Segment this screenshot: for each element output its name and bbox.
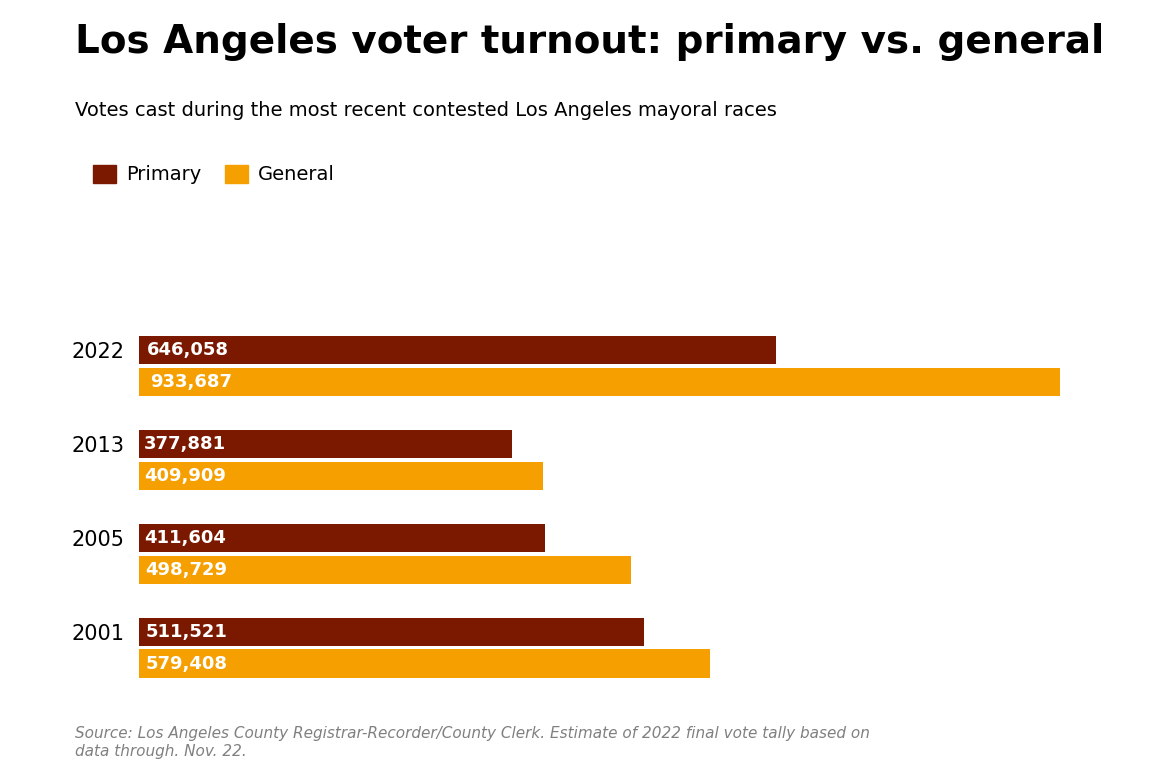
Text: 377,881: 377,881 — [144, 434, 226, 453]
Bar — [139, 556, 631, 584]
Text: 579,408: 579,408 — [146, 654, 229, 673]
Text: 498,729: 498,729 — [145, 561, 227, 579]
Bar — [139, 618, 644, 646]
Bar — [139, 650, 710, 678]
Text: 411,604: 411,604 — [144, 528, 226, 547]
Bar — [139, 524, 545, 552]
Text: Los Angeles voter turnout: primary vs. general: Los Angeles voter turnout: primary vs. g… — [75, 23, 1104, 61]
Bar — [139, 462, 543, 490]
Legend: Primary, General: Primary, General — [85, 158, 342, 192]
Text: Votes cast during the most recent contested Los Angeles mayoral races: Votes cast during the most recent contes… — [75, 101, 777, 120]
Bar — [139, 336, 776, 364]
Text: 409,909: 409,909 — [144, 467, 226, 485]
Text: 511,521: 511,521 — [145, 622, 227, 641]
Text: 2001: 2001 — [72, 623, 124, 643]
Text: 2013: 2013 — [72, 436, 124, 455]
Text: 2022: 2022 — [72, 342, 124, 361]
Bar — [139, 368, 1060, 395]
Text: 2005: 2005 — [72, 530, 124, 549]
Bar — [139, 430, 512, 458]
Text: 933,687: 933,687 — [151, 373, 232, 391]
Text: Source: Los Angeles County Registrar-Recorder/County Clerk. Estimate of 2022 fin: Source: Los Angeles County Registrar-Rec… — [75, 726, 870, 759]
Text: 646,058: 646,058 — [147, 341, 229, 359]
